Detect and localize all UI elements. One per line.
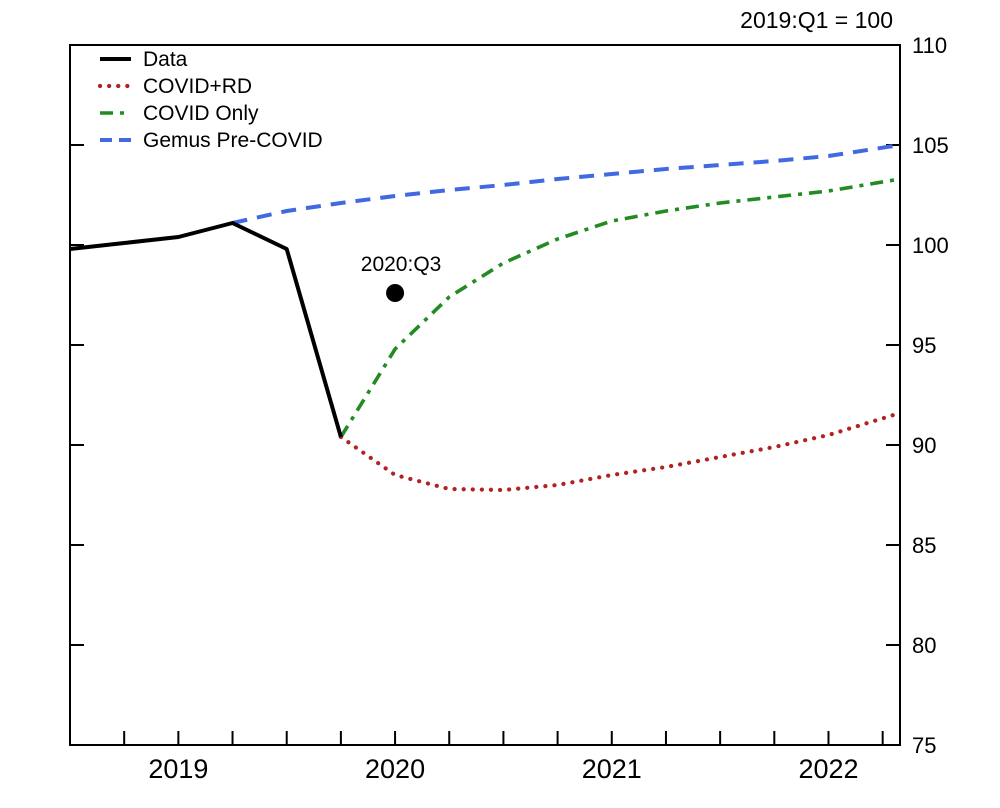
y-tick-label: 105 [912, 133, 949, 158]
plot-frame [69, 44, 901, 746]
annotation-marker [386, 284, 405, 302]
series-line-gemus-pre-covid [232, 143, 901, 225]
x-tick-label: 2021 [582, 754, 642, 784]
series-line-covid-rd [338, 410, 903, 493]
y-tick-label: 100 [912, 233, 949, 258]
legend: Data COVID+RD COVID Only Gemus Pre-COVID [97, 48, 323, 152]
x-tick-label: 2022 [798, 754, 858, 784]
chart-title: 2019:Q1 = 100 [740, 7, 893, 33]
x-tick-label: 2020 [365, 754, 425, 784]
series-line-data [69, 221, 343, 438]
x-tick-label: 2019 [148, 754, 208, 784]
legend-label-covid-rd: COVID+RD [143, 75, 252, 98]
y-tick-label: 75 [912, 733, 936, 758]
y-tick-label: 95 [912, 333, 936, 358]
y-tick-label: 90 [912, 433, 936, 458]
series-line-covid-only [339, 177, 901, 438]
y-tick-label: 80 [912, 633, 936, 658]
legend-label-data: Data [143, 48, 188, 71]
legend-label-covid-only: COVID Only [143, 102, 259, 125]
y-tick-label: 85 [912, 533, 936, 558]
annotation-label: 2020:Q3 [361, 253, 442, 276]
legend-label-gemus-pre-covid: Gemus Pre-COVID [143, 129, 323, 152]
y-tick-label: 110 [912, 33, 947, 58]
